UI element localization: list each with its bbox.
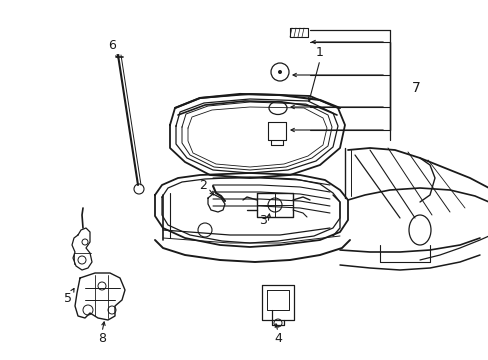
Text: 8: 8 [98, 332, 106, 345]
Text: 4: 4 [273, 332, 282, 345]
Text: 5: 5 [64, 292, 72, 305]
Text: 1: 1 [315, 45, 323, 59]
Text: 7: 7 [411, 81, 420, 95]
Text: 3: 3 [259, 213, 266, 226]
Text: 2: 2 [199, 179, 206, 192]
Text: 6: 6 [108, 39, 116, 51]
Circle shape [278, 70, 282, 74]
